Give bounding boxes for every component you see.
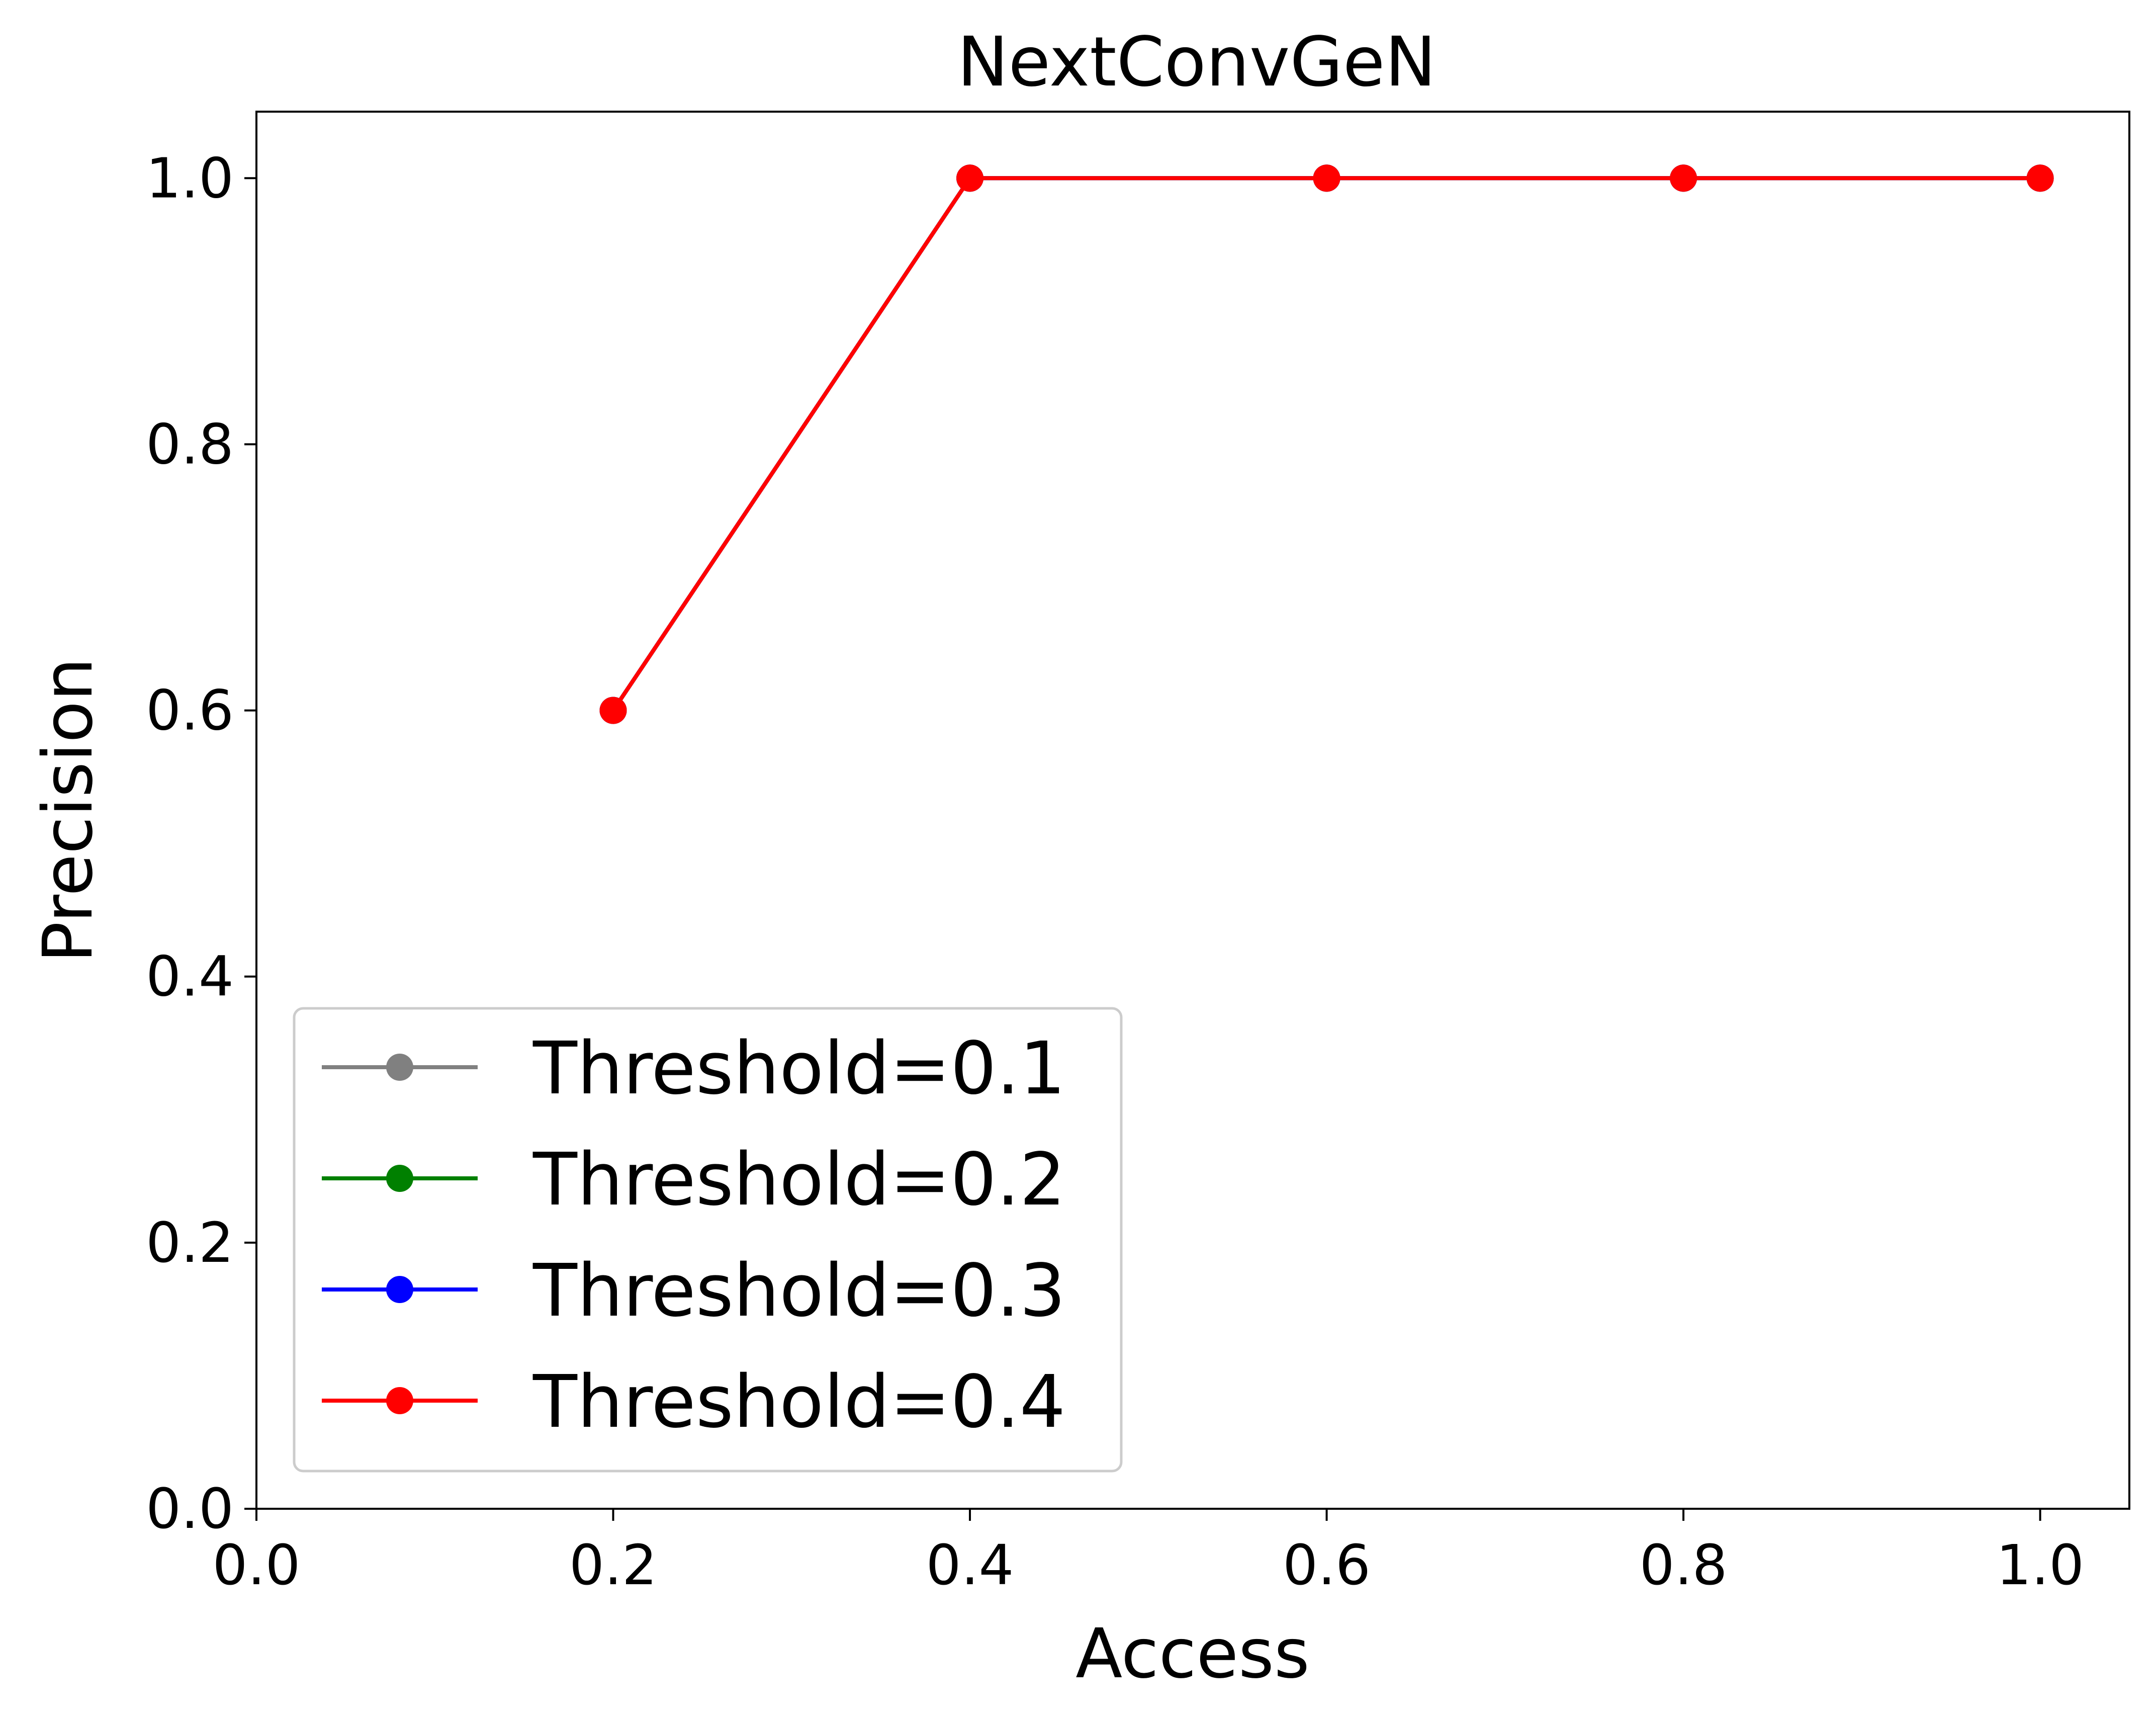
legend-label: Threshold=0.1 (532, 1026, 1065, 1110)
x-tick-label: 0.6 (1283, 1533, 1371, 1597)
plot-frame (255, 111, 2130, 1510)
legend: Threshold=0.1 Threshold=0.2 Threshold=0.3 T… (293, 1007, 1123, 1473)
x-tick-label: 0.0 (213, 1533, 301, 1597)
data-point (599, 697, 627, 724)
data-point (1670, 164, 1697, 192)
axes-layer: 0.0 0.2 0.4 0.6 0.8 1.0 0.0 0.2 0.4 0.6 0.8 1.0 (146, 146, 2084, 1597)
y-tick-label: 0.8 (146, 412, 234, 476)
legend-box (293, 1007, 1123, 1473)
legend-marker (386, 1387, 413, 1414)
legend-item: Threshold=0.3 (322, 1248, 1065, 1333)
y-tick-label: 0.2 (146, 1211, 234, 1275)
legend-item: Threshold=0.4 (322, 1359, 1065, 1444)
y-tick-label: 0.4 (146, 944, 234, 1009)
legend-label: Threshold=0.4 (532, 1359, 1065, 1444)
x-tick-label: 0.8 (1640, 1533, 1728, 1597)
data-point (2026, 164, 2054, 192)
x-tick-label: 1.0 (1996, 1533, 2084, 1597)
y-tick-label: 1.0 (146, 146, 234, 210)
y-tick-label: 0.6 (146, 678, 234, 743)
data-point (956, 164, 984, 192)
legend-label: Threshold=0.2 (532, 1137, 1065, 1222)
x-axis-label: Access (1075, 1614, 1310, 1694)
legend-label: Threshold=0.3 (532, 1248, 1065, 1333)
x-tick-label: 0.4 (926, 1533, 1014, 1597)
x-tick-label: 0.2 (569, 1533, 657, 1597)
legend-item: Threshold=0.2 (322, 1137, 1065, 1222)
legend-marker (386, 1165, 413, 1192)
legend-marker (386, 1054, 413, 1081)
y-tick-label: 0.0 (146, 1477, 234, 1541)
legend-item: Threshold=0.1 (322, 1026, 1065, 1110)
series-layer (599, 164, 2054, 724)
series-4 (599, 164, 2054, 724)
data-point (1313, 164, 1340, 192)
chart-title: NextConvGeN (957, 23, 1436, 102)
y-axis-label: Precision (29, 658, 108, 963)
legend-marker (386, 1276, 413, 1303)
